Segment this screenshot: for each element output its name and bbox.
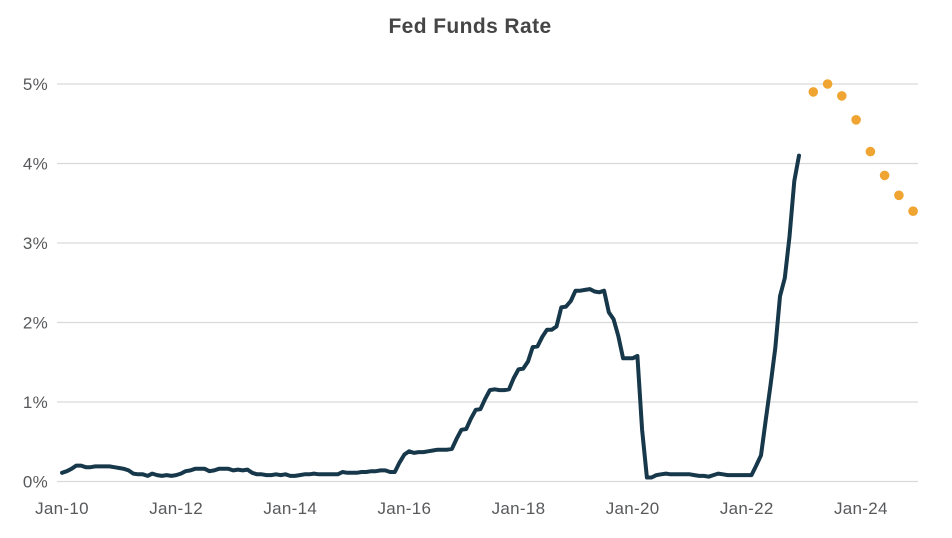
projection-dot — [822, 79, 833, 89]
x-axis-tick-label: Jan-12 — [149, 499, 203, 518]
x-axis-tick-label: Jan-20 — [606, 499, 660, 518]
projection-dot — [865, 146, 876, 157]
projection-dot — [879, 170, 890, 181]
y-axis-tick-label: 4% — [23, 155, 48, 174]
x-axis-tick-label: Jan-24 — [834, 499, 888, 518]
fed-funds-history-line — [60, 153, 801, 480]
projection-dot — [837, 91, 847, 101]
y-axis-tick-label: 5% — [23, 75, 48, 94]
projection-dot — [808, 87, 819, 97]
x-axis-tick-label: Jan-16 — [377, 499, 431, 518]
y-axis-tick-label: 3% — [23, 234, 48, 253]
x-axis-tick-label: Jan-22 — [720, 499, 774, 518]
x-axis-tick-label: Jan-14 — [263, 499, 317, 518]
x-axis-tick-label: Jan-10 — [35, 499, 89, 518]
projection-dot — [894, 190, 904, 201]
y-axis-tick-label: 2% — [23, 314, 48, 333]
projection-dot — [851, 115, 861, 125]
y-axis-tick-label: 1% — [23, 393, 48, 412]
y-axis-tick-label: 0% — [23, 473, 48, 492]
chart-title: Fed Funds Rate — [388, 15, 552, 38]
x-axis-tick-label: Jan-18 — [492, 499, 546, 518]
projection-dot — [908, 206, 918, 216]
